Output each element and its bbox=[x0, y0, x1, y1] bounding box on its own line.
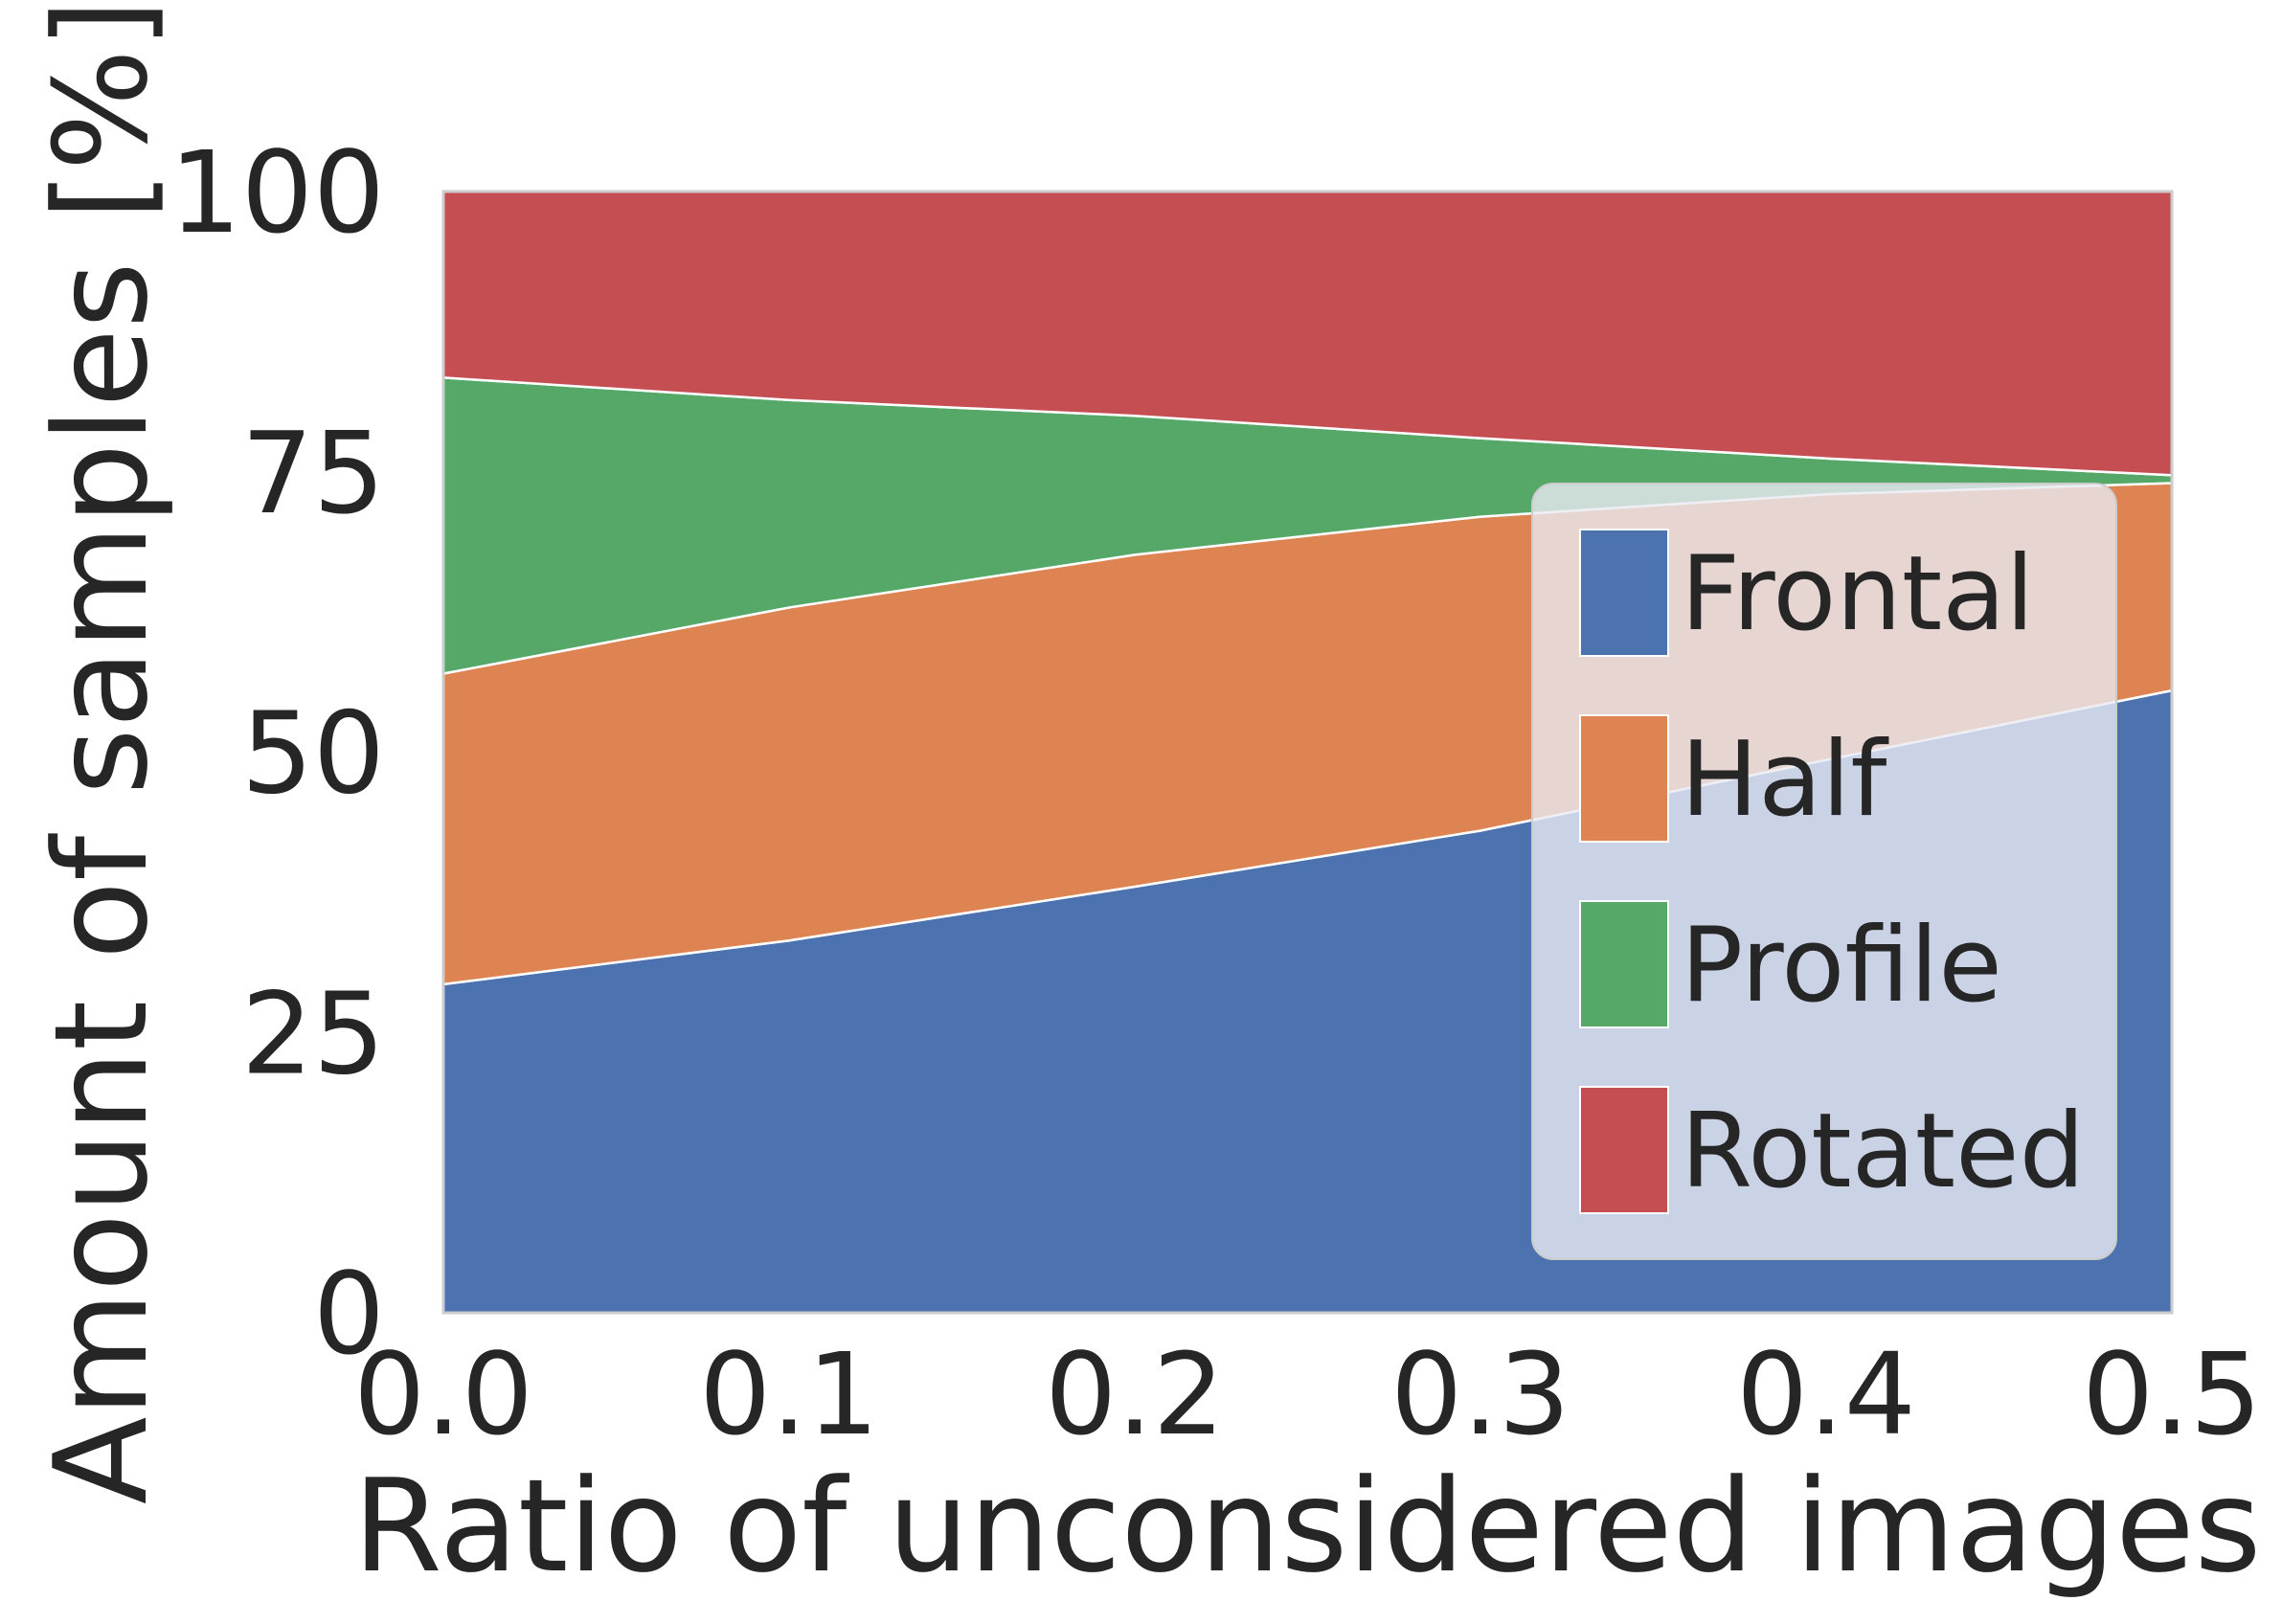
legend-label-rotated: Rotated bbox=[1681, 1092, 2085, 1211]
x-tick-label: 0.1 bbox=[699, 1328, 879, 1460]
x-tick-label: 0.5 bbox=[2082, 1328, 2262, 1460]
y-axis-label: Amount of samples [%] bbox=[27, 0, 176, 1504]
x-tick-labels: 0.0 0.1 0.2 0.3 0.4 0.5 bbox=[353, 1328, 2262, 1460]
legend-label-half: Half bbox=[1681, 720, 1889, 840]
x-axis-label: Ratio of unconsidered images bbox=[353, 1452, 2262, 1601]
legend-swatch-half bbox=[1579, 714, 1669, 843]
x-tick-label: 0.2 bbox=[1045, 1328, 1225, 1460]
y-tick-label: 0 bbox=[313, 1248, 385, 1380]
x-tick-label: 0.4 bbox=[1736, 1328, 1916, 1460]
x-tick-label: 0.0 bbox=[353, 1328, 533, 1460]
y-tick-label: 75 bbox=[241, 407, 385, 539]
legend-label-profile: Profile bbox=[1681, 906, 2002, 1026]
legend-label-frontal: Frontal bbox=[1681, 534, 2034, 654]
legend-swatch-profile bbox=[1579, 900, 1669, 1028]
y-tick-label: 50 bbox=[241, 688, 385, 820]
x-tick-label: 0.3 bbox=[1390, 1328, 1570, 1460]
legend-swatch-frontal bbox=[1579, 529, 1669, 657]
legend-box bbox=[1531, 483, 2117, 1260]
plot-frame bbox=[441, 190, 2174, 1315]
y-tick-labels: 0 25 50 75 100 bbox=[169, 126, 385, 1380]
y-tick-label: 25 bbox=[241, 967, 385, 1099]
legend: Frontal Half Profile Rotated bbox=[1531, 483, 2117, 1260]
legend-swatch-rotated bbox=[1579, 1086, 1669, 1214]
y-tick-label: 100 bbox=[169, 126, 385, 259]
